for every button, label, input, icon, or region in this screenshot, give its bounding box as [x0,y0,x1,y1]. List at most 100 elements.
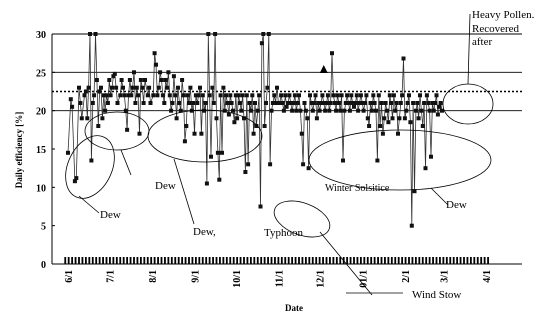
x-minor-tick [239,257,242,264]
x-minor-tick [404,257,407,264]
winter-ellipse [308,129,492,191]
x-minor-tick [98,257,101,264]
x-minor-tick [325,257,328,264]
data-point [387,93,392,98]
data-point [217,177,222,182]
data-point [422,101,427,105]
x-minor-tick [315,257,318,264]
data-point [405,101,410,105]
data-point [349,93,354,98]
data-point [309,101,314,105]
x-minor-tick [329,257,331,264]
x-minor-tick [322,257,324,264]
x-minor-tick [181,257,184,264]
data-point [103,108,108,113]
x-minor-tick [370,257,373,264]
data-point [352,104,356,109]
x-minor-tick [95,257,98,264]
data-point [74,176,79,181]
data-point [378,124,383,128]
data-markers [66,32,444,228]
data-point [86,85,91,90]
data-point [317,108,322,113]
data-point [125,127,130,132]
data-point [127,78,132,82]
series-line [67,33,443,226]
x-minor-tick [291,257,294,264]
x-minor-tick [277,257,280,264]
data-point [430,101,435,105]
data-point [115,101,120,105]
x-minor-tick [473,257,476,264]
data-point [247,101,252,105]
data-point [266,32,271,36]
data-point [152,51,157,56]
x-minor-tick [246,257,249,264]
data-point [415,101,420,105]
data-point [180,78,185,82]
x-minor-tick [487,257,489,264]
data-point [310,108,315,113]
annotation-heavy-pollen: Heavy Pollen. [472,9,535,21]
x-minor-tick [267,257,269,264]
y-tick-label: 0 [41,260,46,271]
y-tick-label: 5 [41,222,46,233]
x-minor-tick [373,257,376,264]
y-axis-title: Daily efficiency [%] [14,112,24,188]
x-tick-label: 4/1 [482,270,493,283]
data-point [261,32,266,36]
x-minor-tick [363,257,366,264]
x-minor-tick [298,257,300,264]
dew-leader-2 [120,149,132,176]
data-point [325,93,330,98]
data-point [407,93,411,98]
typhoon-ellipse [273,200,331,238]
x-minor-tick [284,257,287,264]
x-minor-tick [366,257,369,264]
x-minor-tick [432,257,434,264]
data-point [341,158,345,163]
data-point [335,93,340,98]
x-minor-tick [157,257,159,264]
data-point [397,116,402,121]
y-tick-label: 25 [36,68,46,79]
x-minor-tick [353,257,355,264]
data-point [228,93,233,98]
x-tick-label: 11/1 [274,270,285,287]
x-minor-tick [260,257,263,264]
x-minor-tick [456,257,459,264]
x-minor-tick [146,257,149,264]
data-point [94,78,99,82]
data-point [288,101,293,105]
x-minor-tick [84,257,87,264]
data-point [389,101,394,105]
x-tick-label: 3/1 [439,270,450,283]
data-point [184,124,189,128]
x-minor-tick [143,257,146,264]
data-point [107,78,112,82]
data-point [173,93,178,98]
data-point [419,108,424,113]
data-point [284,104,289,109]
data-point [140,85,145,90]
data-point [379,101,384,105]
data-point [198,85,202,90]
data-point [193,93,198,98]
x-minor-tick [359,257,362,264]
dew-ellipse-1 [65,135,115,199]
data-point [211,101,216,105]
data-point [303,108,308,113]
data-point [391,93,396,98]
data-point [242,116,246,121]
x-minor-tick [414,257,417,264]
data-point [294,108,299,113]
data-point [99,85,103,90]
x-minor-tick [215,257,218,264]
data-point [169,108,174,113]
data-point [374,108,378,113]
data-point [154,62,158,67]
x-minor-tick [480,257,483,264]
data-point [243,170,248,174]
data-point [423,166,428,171]
